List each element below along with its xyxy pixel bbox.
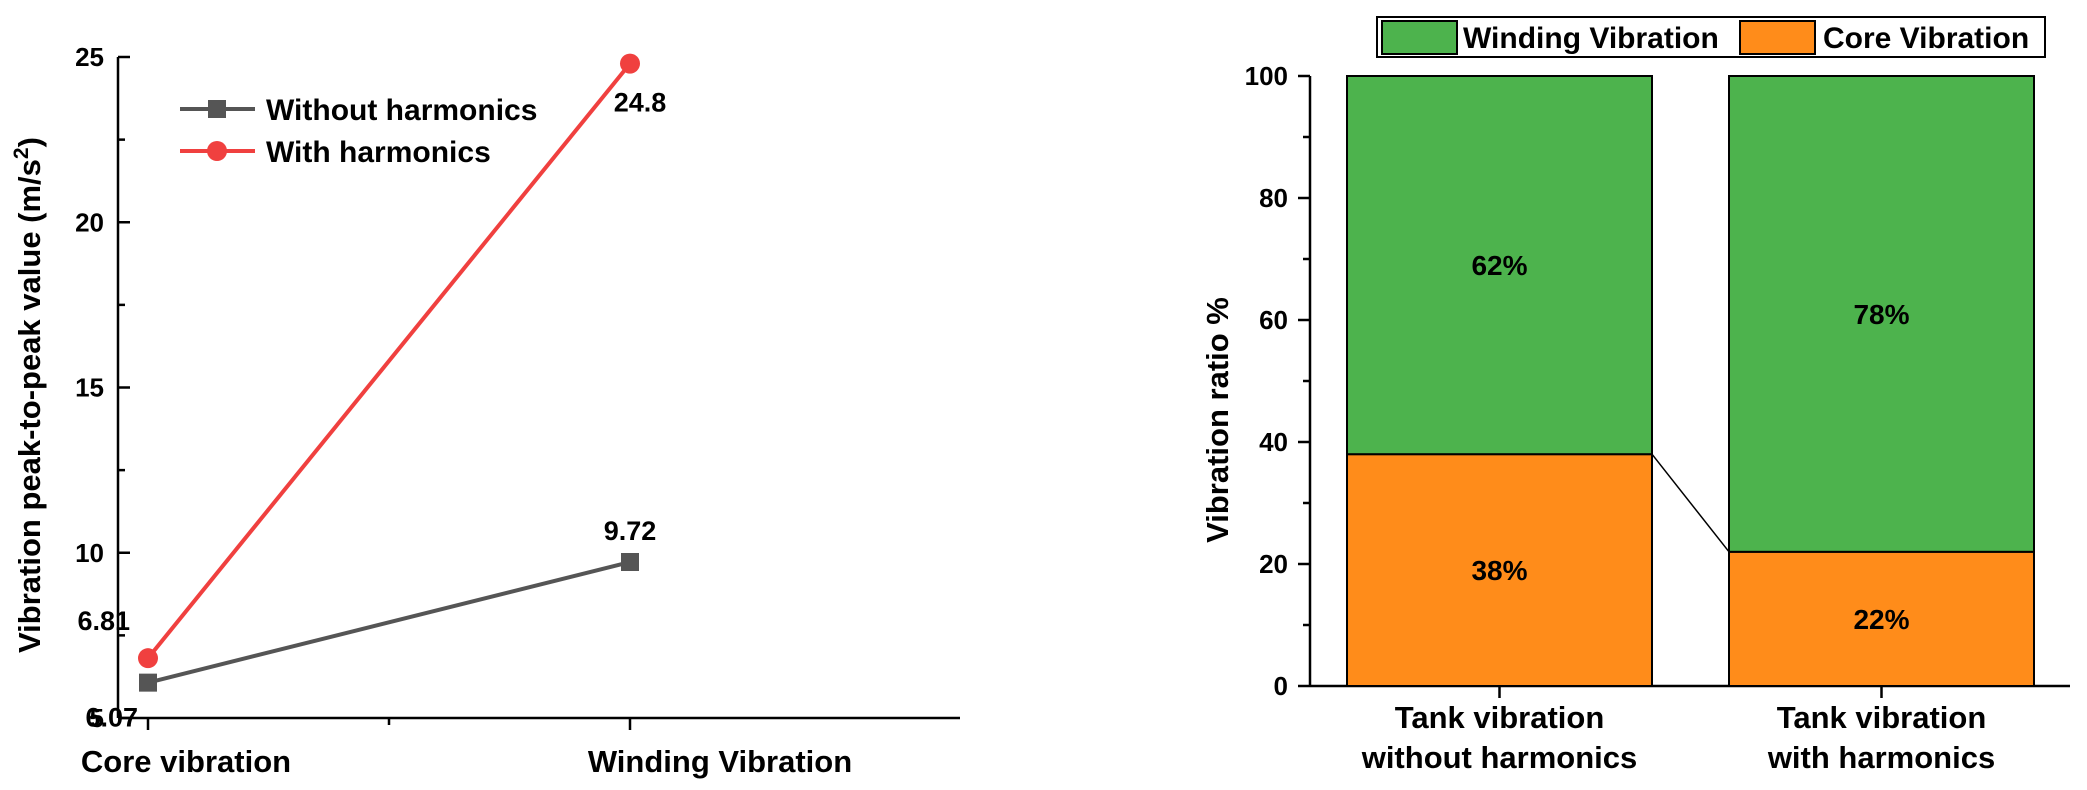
data-point-square [621,553,639,572]
legend-swatch-winding [1381,20,1458,55]
data-point-circle [138,648,158,669]
bar-value-label: 38% [1471,555,1527,586]
stacked-bar-chart: Vibration ratio % 0 20 40 60 80 100 38% 22% 62%… [1200,16,2070,775]
bar-chart-bars: 38% 22% 62% 78% [1346,75,2035,688]
x-tick-label-line2: with harmonics [1767,740,1995,775]
series-line-without-harmonics [147,560,631,685]
series-line-with-harmonics [146,62,632,660]
x-tick-label: Core vibration [81,744,291,779]
y-tick-label: 0 [1274,671,1288,701]
data-label: 6.07 [85,703,138,733]
data-label: 6.81 [77,606,130,636]
legend-item-with-harmonics: With harmonics [180,136,491,169]
line-chart-legend: Without harmonics With harmonics [180,94,537,169]
legend-label-without-harmonics: Without harmonics [266,94,537,127]
y-tick-label: 40 [1259,427,1288,457]
line-chart-y-ticks: 5 10 15 20 25 [75,42,130,733]
bar-value-label: 22% [1853,604,1909,635]
bar-value-label: 62% [1471,250,1527,281]
legend-label-winding: Winding Vibration [1463,22,1719,55]
x-tick-label: Winding Vibration [588,744,852,779]
y-tick-label: 15 [75,373,104,403]
data-label: 24.8 [614,88,667,118]
data-label: 9.72 [604,516,657,546]
y-tick-label: 80 [1259,183,1288,213]
bar-connector-line [1651,453,1730,553]
line-chart-ylabel: Vibration peak-to-peak value (m/s2) [10,137,47,653]
bar-chart-ylabel: Vibration ratio % [1200,297,1235,543]
x-tick-label-line1: Tank vibration [1777,700,1987,735]
y-tick-label: 20 [1259,549,1288,579]
legend-marker-square [208,100,226,118]
bar-segment-winding-vibration [1728,75,2035,553]
x-tick-label-line1: Tank vibration [1395,700,1605,735]
data-point-square [139,673,157,692]
bar-value-label: 78% [1853,299,1909,330]
bar-chart-legend: Winding Vibration Core Vibration [1376,16,2046,58]
bar-chart-y-ticks: 0 20 40 60 80 100 [1245,61,1310,701]
bar-segment-core-vibration [1728,550,2035,687]
line-chart-data-labels: 6.07 9.72 6.81 24.8 [77,88,666,733]
legend-label-with-harmonics: With harmonics [266,136,491,169]
y-tick-label: 60 [1259,305,1288,335]
y-tick-label: 100 [1245,61,1288,91]
legend-marker-circle [207,141,227,161]
y-tick-label: 5 [90,703,104,733]
y-tick-label: 20 [75,207,104,237]
bar-chart-x-ticks: Tank vibration without harmonics Tank vibr… [1361,686,1995,775]
legend-swatch-core [1739,20,1816,55]
x-tick-label-line2: without harmonics [1361,740,1638,775]
bar-segment-core-vibration [1346,453,1653,688]
data-point-circle [620,53,640,74]
line-chart: Vibration peak-to-peak value (m/s2) 5 10 1… [10,42,960,779]
y-tick-label: 25 [75,42,104,72]
line-chart-series [138,53,640,692]
bar-segment-winding-vibration [1346,75,1653,456]
legend-item-without-harmonics: Without harmonics [180,94,537,127]
y-tick-label: 10 [75,538,104,568]
legend-frame [1376,16,2046,58]
legend-label-core: Core Vibration [1823,22,2029,55]
line-chart-x-ticks: Core vibration Winding Vibration [81,718,852,779]
